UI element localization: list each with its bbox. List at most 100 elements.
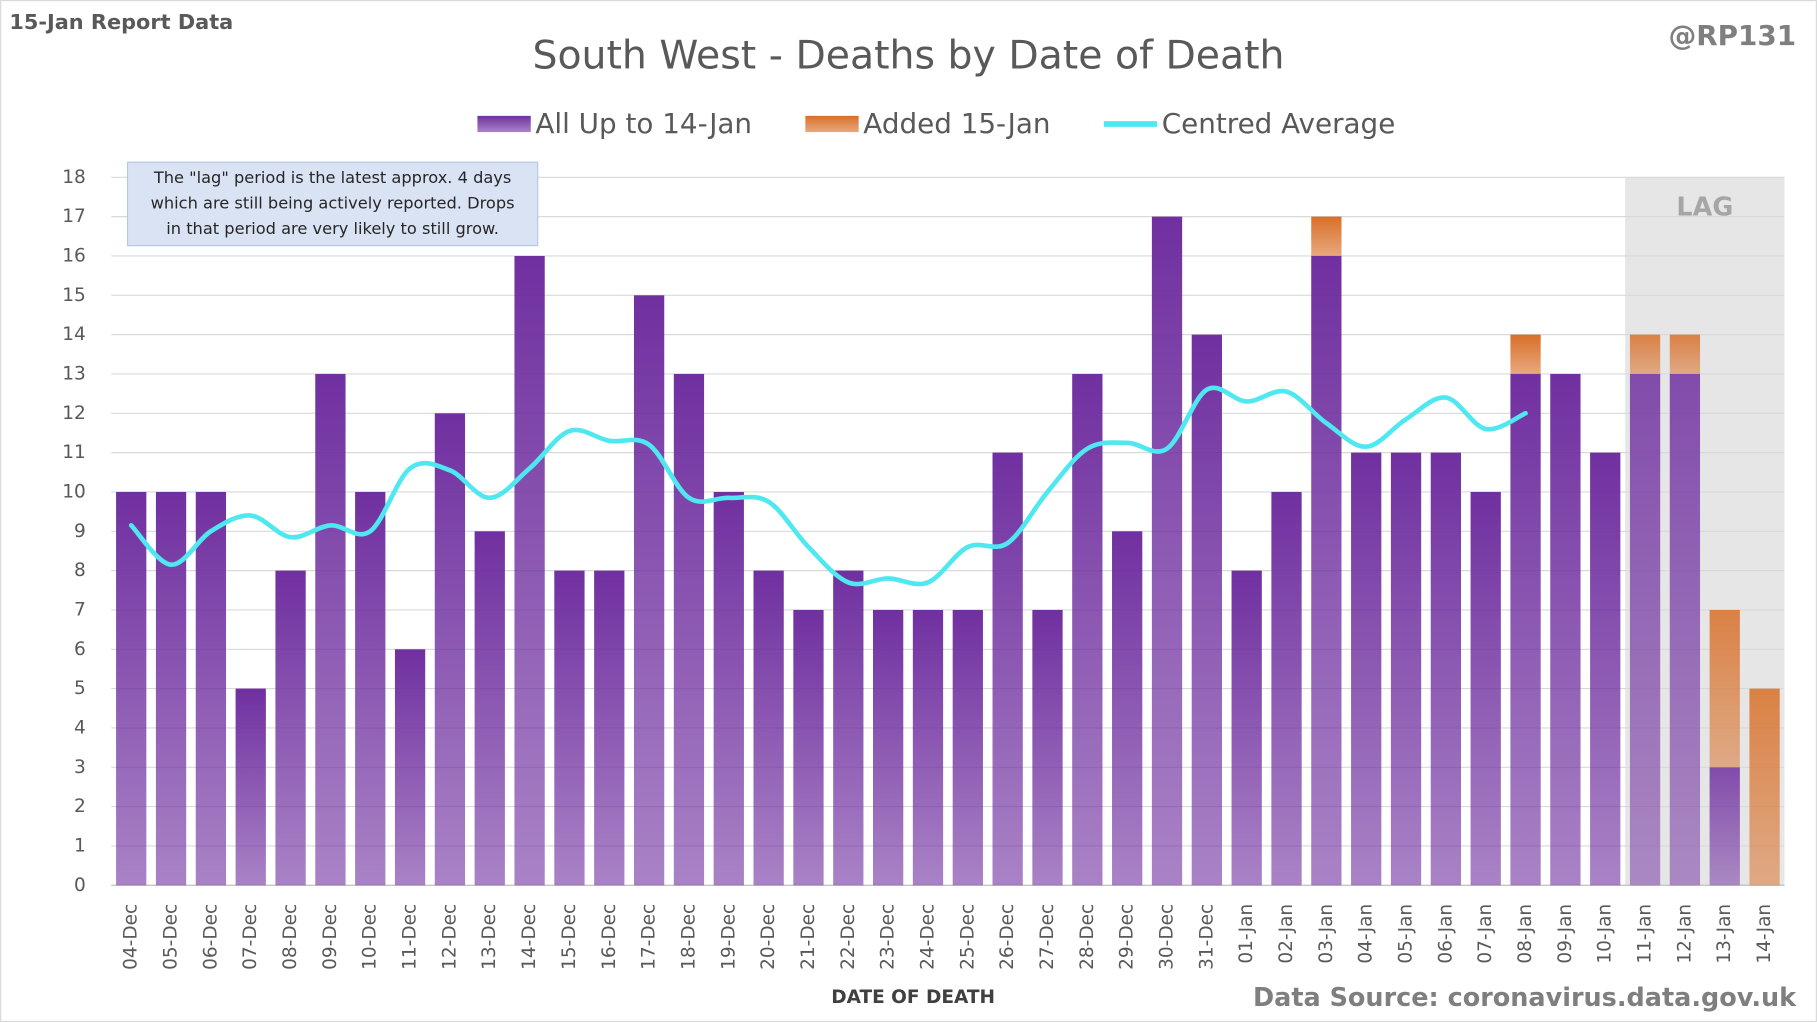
- x-tick-label: 09-Jan: [1555, 904, 1576, 964]
- bar: [1390, 452, 1422, 886]
- x-tick-label: 16-Dec: [599, 904, 620, 970]
- x-tick-label: 10-Dec: [360, 904, 381, 970]
- y-tick-label: 12: [62, 403, 86, 424]
- y-tick-label: 7: [74, 599, 86, 620]
- x-tick-label: 10-Jan: [1595, 904, 1616, 964]
- y-tick-label: 4: [74, 717, 86, 738]
- y-tick-label: 17: [62, 206, 86, 227]
- legend-label: All Up to 14-Jan: [535, 107, 752, 140]
- lag-label: LAG: [1676, 193, 1733, 223]
- bar: [1629, 373, 1661, 886]
- x-tick-label: 07-Dec: [240, 904, 261, 970]
- legend-swatch: [477, 115, 531, 133]
- annotation-text: The "lag" period is the latest approx. 4…: [153, 168, 512, 187]
- y-tick-label: 9: [74, 521, 86, 542]
- y-tick-label: 5: [74, 678, 86, 699]
- legend-swatch: [805, 115, 859, 133]
- annotation-text: which are still being actively reported.…: [151, 193, 515, 212]
- bar: [275, 570, 306, 886]
- y-tick-label: 18: [62, 167, 86, 188]
- x-tick-label: 06-Jan: [1435, 904, 1456, 964]
- bar: [116, 491, 147, 886]
- x-tick-label: 12-Jan: [1674, 904, 1695, 964]
- bar: [1032, 609, 1063, 886]
- y-tick-label: 2: [74, 796, 86, 817]
- bar: [673, 373, 705, 886]
- x-tick-label: 15-Dec: [559, 904, 580, 970]
- author: @RP131: [1668, 19, 1796, 52]
- legend-label: Added 15-Jan: [863, 107, 1050, 140]
- bar: [912, 609, 944, 886]
- bar: [1510, 373, 1541, 886]
- bar: [753, 570, 784, 886]
- x-tick-label: 08-Dec: [280, 904, 301, 970]
- bar: [1709, 609, 1740, 768]
- bar: [713, 491, 744, 886]
- bar: [1311, 255, 1342, 886]
- bar: [1629, 334, 1661, 374]
- bar: [594, 570, 625, 886]
- bar: [1231, 570, 1262, 886]
- bar: [1590, 452, 1621, 886]
- bar: [1151, 216, 1183, 886]
- x-tick-label: 09-Dec: [320, 904, 341, 970]
- y-tick-label: 11: [62, 442, 86, 463]
- x-tick-label: 29-Dec: [1117, 904, 1138, 970]
- bar: [873, 609, 904, 886]
- bar: [554, 570, 585, 886]
- bar: [1191, 334, 1222, 886]
- bar: [1311, 216, 1342, 256]
- source: Data Source: coronavirus.data.gov.uk: [1253, 983, 1797, 1013]
- x-tick-label: 22-Dec: [838, 904, 859, 970]
- bar: [155, 491, 187, 886]
- average-line: [128, 385, 1528, 587]
- x-tick-label: 03-Jan: [1316, 904, 1337, 964]
- x-tick-label: 25-Dec: [957, 904, 978, 970]
- y-tick-label: 8: [74, 560, 86, 581]
- bar: [793, 609, 824, 886]
- x-tick-label: 30-Dec: [1157, 904, 1178, 970]
- bar: [633, 295, 665, 886]
- y-tick-label: 14: [62, 324, 86, 345]
- bar: [1669, 373, 1701, 886]
- x-tick-label: 14-Dec: [519, 904, 540, 970]
- x-axis-label: DATE OF DEATH: [831, 987, 995, 1008]
- bar: [833, 570, 864, 886]
- bar: [1749, 688, 1780, 886]
- x-tick-label: 11-Dec: [400, 904, 421, 970]
- x-tick-label: 20-Dec: [758, 904, 779, 970]
- x-tick-label: 13-Dec: [479, 904, 500, 970]
- y-tick-label: 3: [74, 757, 86, 778]
- x-tick-label: 05-Jan: [1396, 904, 1417, 964]
- x-tick-label: 05-Dec: [161, 904, 182, 970]
- bar: [235, 688, 266, 886]
- y-tick-label: 16: [62, 245, 86, 266]
- bar: [434, 413, 466, 886]
- annotation-box: [126, 161, 539, 247]
- annotation-text: in that period are very likely to still …: [166, 219, 499, 238]
- bar: [1351, 452, 1382, 886]
- bar: [1550, 373, 1581, 886]
- bar: [1271, 491, 1302, 886]
- x-tick-label: 24-Dec: [917, 904, 938, 970]
- x-tick-label: 07-Jan: [1475, 904, 1496, 964]
- x-tick-label: 06-Dec: [200, 904, 221, 970]
- x-tick-label: 21-Dec: [798, 904, 819, 970]
- bar: [315, 373, 346, 886]
- bar: [1709, 767, 1740, 886]
- x-tick-label: 01-Jan: [1236, 904, 1257, 964]
- x-tick-label: 12-Dec: [439, 904, 460, 970]
- x-tick-label: 02-Jan: [1276, 904, 1297, 964]
- x-tick-label: 14-Jan: [1754, 904, 1775, 964]
- x-tick-label: 13-Jan: [1714, 904, 1735, 964]
- y-tick-label: 15: [62, 285, 86, 306]
- y-tick-label: 0: [74, 875, 86, 896]
- report-label: 15-Jan Report Data: [9, 10, 233, 34]
- x-tick-label: 31-Dec: [1196, 904, 1217, 970]
- x-tick-label: 17-Dec: [639, 904, 660, 970]
- bar: [1510, 334, 1541, 374]
- bar: [394, 649, 426, 886]
